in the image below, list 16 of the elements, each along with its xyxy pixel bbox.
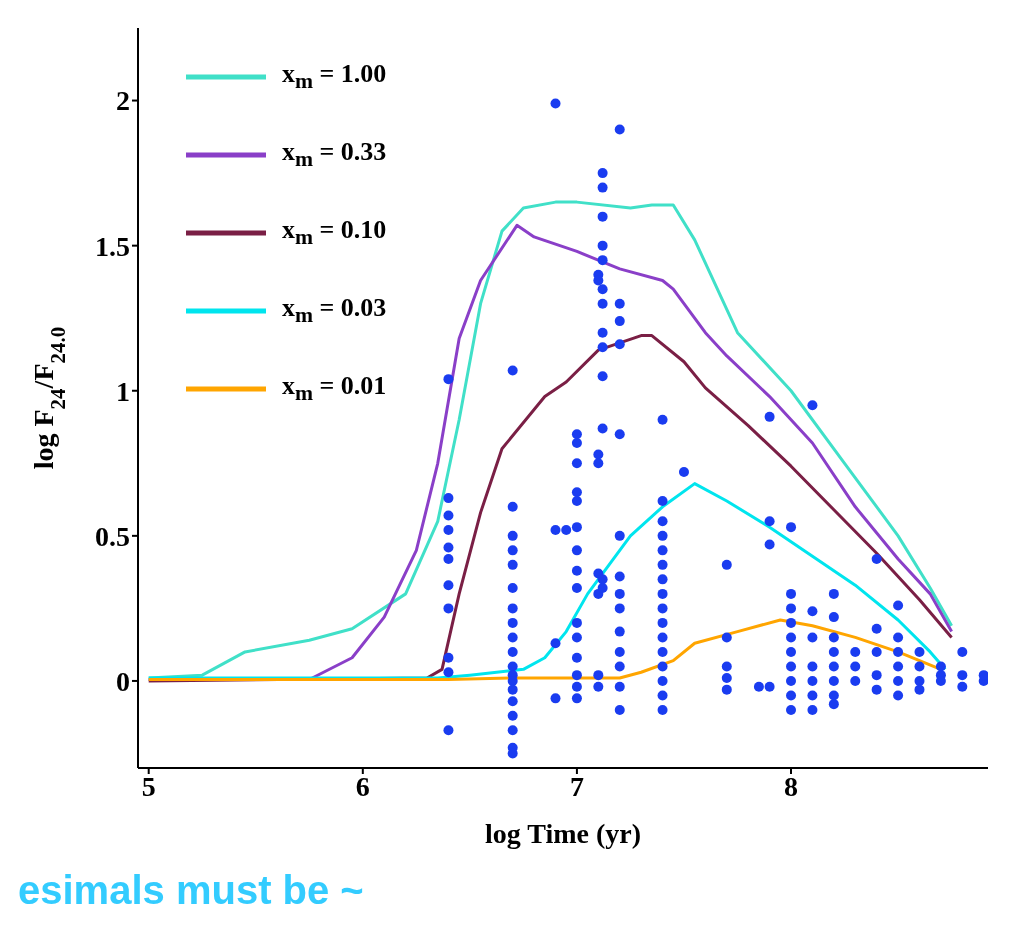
y-tick-label: 0 [116, 665, 130, 697]
legend-label: x$_{m}$ = 0.33 [282, 137, 387, 173]
y-tick-label: 2 [116, 85, 130, 117]
legend-label: x$_{m}$ = 0.03 [282, 293, 387, 329]
x-tick-label: 8 [784, 770, 799, 802]
legend-label: x$_{m}$ = 0.10 [282, 215, 387, 251]
y-tick-label: 1 [116, 375, 130, 407]
x-tick-label: 7 [569, 770, 584, 802]
x-axis-title: log Time (yr) [484, 818, 642, 849]
x-tick-label: 5 [141, 770, 156, 802]
x-tick-label: 6 [355, 770, 370, 802]
legend-label: x$_{m}$ = 0.01 [282, 371, 387, 407]
y-tick-label: 1.5 [95, 230, 130, 262]
y-tick-label: 0.5 [95, 520, 130, 552]
text: esimals must be ~ [17, 868, 365, 913]
legend-label: x$_{m}$ = 1.00 [282, 59, 387, 95]
